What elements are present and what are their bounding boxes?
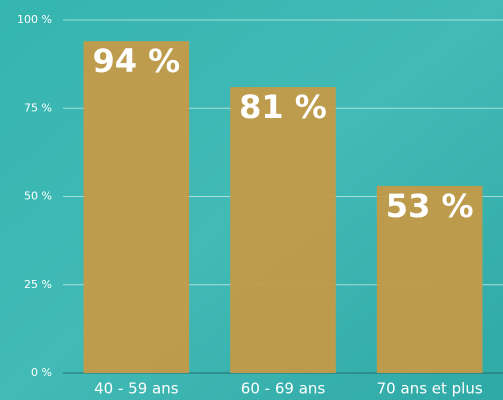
y-tick-label: 100 %: [17, 13, 52, 26]
x-tick-label: 70 ans et plus: [377, 380, 483, 398]
x-tick-label: 60 - 69 ans: [241, 380, 326, 398]
value-label: 94 %: [92, 42, 180, 80]
bar: [230, 87, 336, 373]
y-tick-label: 0 %: [31, 366, 52, 379]
value-label: 53 %: [386, 187, 474, 225]
bar: [376, 185, 483, 373]
y-tick-label: 25 %: [24, 278, 52, 291]
value-label: 81 %: [239, 88, 327, 126]
y-tick-label: 75 %: [24, 101, 52, 114]
x-tick-label: 40 - 59 ans: [94, 380, 179, 398]
bar: [83, 41, 190, 374]
y-tick-label: 50 %: [24, 190, 52, 203]
